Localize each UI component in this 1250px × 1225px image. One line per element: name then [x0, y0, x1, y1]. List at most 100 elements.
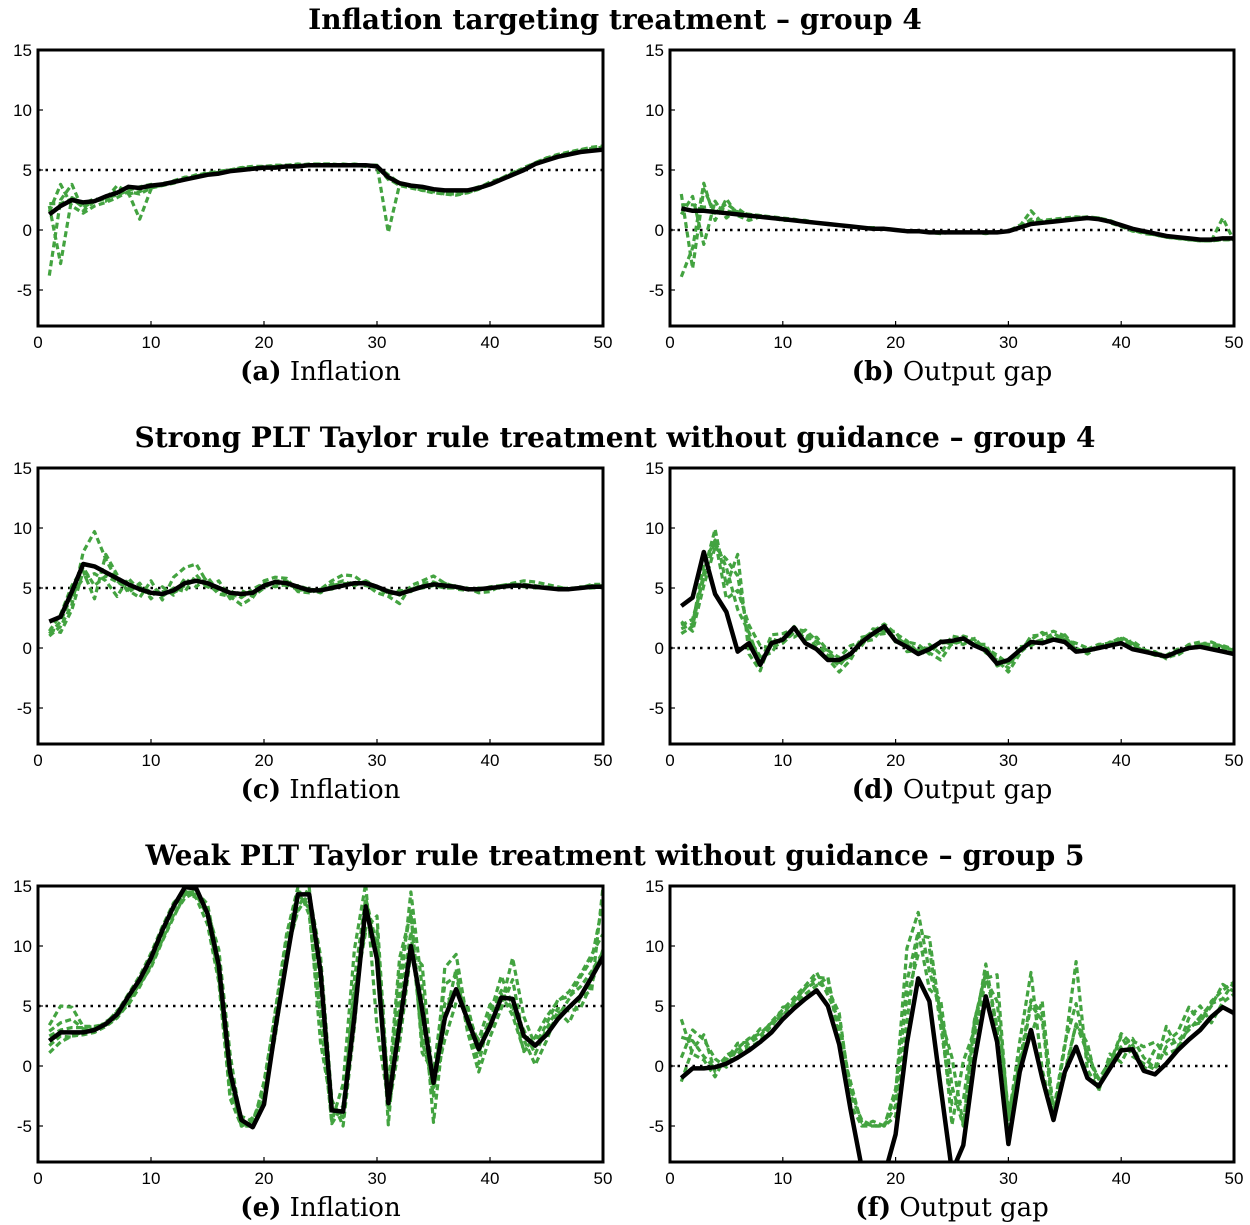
- y-tick-label: 15: [13, 877, 32, 896]
- y-tick-label: 0: [23, 221, 32, 240]
- panel-caption: (f) Output gap: [855, 1193, 1048, 1223]
- y-tick-label: -5: [17, 699, 32, 718]
- y-tick-label: 15: [645, 877, 664, 896]
- x-tick-label: 40: [481, 751, 500, 770]
- panel-caption-label: (f): [855, 1193, 891, 1223]
- y-tick-label: 5: [23, 997, 32, 1016]
- plot-frame: [668, 48, 1236, 328]
- x-tick-label: 30: [368, 333, 387, 352]
- x-tick-label: 30: [999, 751, 1018, 770]
- panel-caption-label: (d): [852, 775, 895, 805]
- simulation-line-4: [47, 566, 603, 633]
- x-tick-label: 0: [33, 1169, 42, 1188]
- row-2-title: Strong PLT Taylor rule treatment without…: [135, 421, 1096, 454]
- panel-caption-label: (b): [852, 357, 895, 387]
- x-tick-label: 0: [33, 333, 42, 352]
- y-tick-label: 10: [13, 519, 32, 538]
- panel-caption-text: Inflation: [281, 775, 401, 805]
- y-tick-label: 5: [655, 579, 664, 598]
- x-tick-label: 50: [594, 333, 613, 352]
- row-3-title: Weak PLT Taylor rule treatment without g…: [145, 839, 1085, 872]
- panel-caption-text: Inflation: [281, 1193, 401, 1223]
- x-tick-label: 0: [665, 751, 674, 770]
- row-1-title: Inflation targeting treatment – group 4: [308, 3, 922, 36]
- simulation-line-4: [680, 538, 1234, 666]
- panel-caption: (d) Output gap: [852, 775, 1052, 805]
- x-tick-label: 40: [481, 333, 500, 352]
- y-tick-label: 5: [23, 579, 32, 598]
- x-tick-label: 10: [142, 1169, 161, 1188]
- panel-caption: (e) Inflation: [240, 1193, 401, 1223]
- y-tick-label: 15: [645, 459, 664, 478]
- simulation-line-4: [49, 144, 603, 209]
- simulation-line-2: [47, 889, 603, 1128]
- plot-frame: [668, 884, 1236, 1164]
- x-tick-label: 10: [142, 751, 161, 770]
- y-tick-label: -5: [17, 1117, 32, 1136]
- panel-caption-text: Inflation: [282, 357, 402, 387]
- panel-caption: (b) Output gap: [852, 357, 1052, 387]
- simulation-line-4: [679, 946, 1234, 1128]
- x-tick-label: 0: [33, 751, 42, 770]
- x-tick-label: 40: [1112, 751, 1131, 770]
- x-tick-label: 40: [1112, 333, 1131, 352]
- y-tick-label: 0: [655, 639, 664, 658]
- simulation-line-3: [48, 886, 603, 1127]
- y-tick-label: 5: [655, 161, 664, 180]
- y-tick-label: 10: [645, 937, 664, 956]
- main-series-line: [680, 206, 1234, 242]
- x-tick-label: 50: [1225, 333, 1244, 352]
- x-tick-label: 20: [886, 1169, 905, 1188]
- y-tick-label: 10: [13, 937, 32, 956]
- plot-frame: [36, 466, 605, 746]
- panel-caption-text: Output gap: [891, 1193, 1049, 1223]
- main-series-line: [679, 976, 1234, 1162]
- y-tick-label: -5: [649, 1117, 664, 1136]
- y-tick-label: 5: [23, 161, 32, 180]
- simulation-line-3: [679, 933, 1234, 1128]
- x-tick-label: 50: [594, 1169, 613, 1188]
- x-tick-label: 20: [886, 333, 905, 352]
- panel-caption-text: Output gap: [895, 357, 1053, 387]
- y-tick-label: -5: [649, 699, 664, 718]
- x-tick-label: 10: [773, 333, 792, 352]
- panel-caption: (c) Inflation: [241, 775, 401, 805]
- x-tick-label: 20: [255, 751, 274, 770]
- simulation-line-4: [48, 889, 603, 1128]
- x-tick-label: 10: [142, 333, 161, 352]
- simulation-line-1: [48, 530, 603, 638]
- x-tick-label: 40: [1112, 1169, 1131, 1188]
- y-tick-label: 5: [655, 997, 664, 1016]
- x-tick-label: 20: [255, 1169, 274, 1188]
- plot-frame: [668, 466, 1236, 746]
- y-tick-label: 10: [13, 101, 32, 120]
- x-tick-label: 10: [773, 1169, 792, 1188]
- main-series-line: [679, 549, 1234, 668]
- main-series-line: [48, 561, 603, 624]
- panel-caption-label: (c): [241, 775, 281, 805]
- y-tick-label: 0: [655, 1057, 664, 1076]
- panel-caption-label: (e): [240, 1193, 281, 1223]
- panel-caption: (a) Inflation: [240, 357, 401, 387]
- y-tick-label: 0: [23, 639, 32, 658]
- x-tick-label: 50: [1225, 751, 1244, 770]
- y-tick-label: 15: [13, 41, 32, 60]
- y-tick-label: 15: [13, 459, 32, 478]
- simulation-line-5: [48, 890, 603, 1128]
- y-tick-label: 0: [23, 1057, 32, 1076]
- y-tick-label: 0: [655, 221, 664, 240]
- panel-caption-text: Output gap: [895, 775, 1053, 805]
- y-tick-label: -5: [17, 281, 32, 300]
- x-tick-label: 0: [665, 333, 674, 352]
- x-tick-label: 10: [773, 751, 792, 770]
- main-series-line: [47, 147, 603, 217]
- plot-frame: [36, 884, 605, 1164]
- x-tick-label: 30: [368, 1169, 387, 1188]
- y-tick-label: 10: [645, 519, 664, 538]
